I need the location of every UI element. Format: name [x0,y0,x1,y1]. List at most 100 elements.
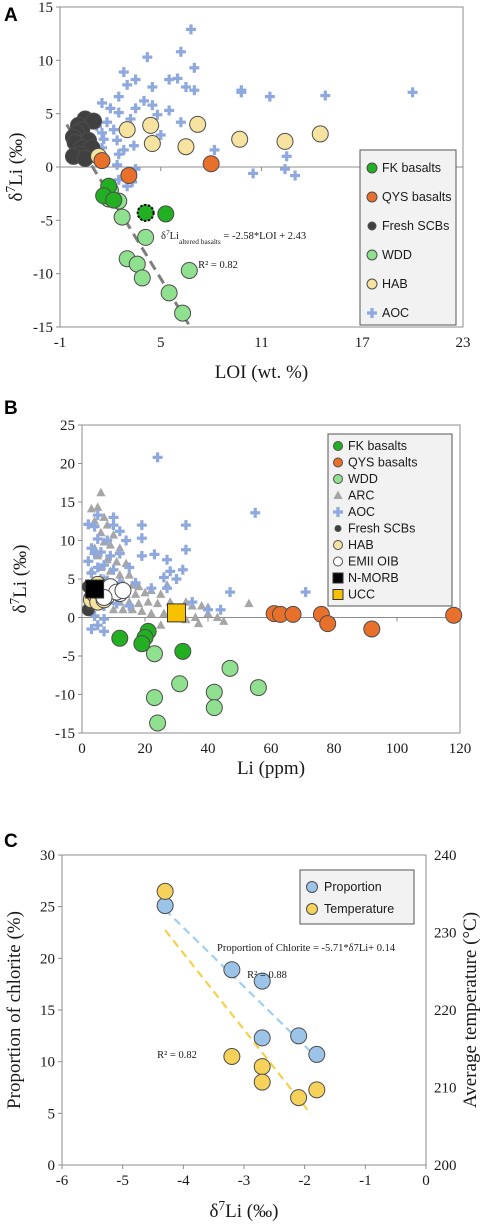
r2-a: R² = 0.82 [198,260,238,271]
aoc-point-h [130,167,141,171]
chart-panel-c: -6 -5 -4 -3 -2 -1 0 0 5 10 15 20 25 30 200 210 220 230 240… [4,848,481,1222]
aoc-point-h [96,101,107,105]
aoc-point-h [175,50,186,54]
arc-point [193,618,204,628]
aoc-point-h [162,586,173,590]
aoc-point-h [118,70,129,74]
x-tick-label: 23 [456,335,471,351]
qys-point [202,155,220,173]
x-tick-label: -1 [359,1173,372,1189]
legend-label-temperature: Temperature [324,902,394,916]
legend-label-fk: FK basalts [382,161,441,175]
qys-point [363,620,381,638]
legend-marker-wdd [333,474,343,484]
wdd-point [221,659,239,677]
aoc-point-h [209,148,220,152]
aoc-point-h [136,536,147,540]
y-tick-label: -10 [55,688,75,704]
temperature-fit-line [164,929,312,1115]
aoc-point-h [149,552,160,556]
y2-tick-label: 200 [434,1158,457,1174]
aoc-point-h [121,538,132,543]
aoc-point-h [248,171,259,175]
y-tick-label: -10 [33,267,53,283]
y-tick-label: 5 [48,1106,56,1122]
legend-marker-qys [333,457,343,468]
aoc-point-h [215,608,226,612]
wdd-point [137,228,155,246]
temperature-point [253,1073,271,1091]
y-tick-label: 15 [38,0,53,16]
wdd-point [160,284,178,302]
arc-point [197,600,207,610]
aoc-point-h [187,600,198,604]
qys-point [445,606,463,624]
aoc-point-h [92,513,103,517]
aoc-point-h [147,85,158,89]
aoc-point-h [171,577,182,581]
highlight-point [136,203,155,222]
y-axis-title-sup: 7 [3,186,18,193]
y2-tick-label: 210 [434,1081,457,1097]
equation-a: δ7Lialtered basalts = -2.58*LOI + 2.43 [161,228,306,246]
wdd-point [149,714,167,732]
legend-label-proportion: Proportion [324,880,382,894]
aoc-point-h [136,523,147,527]
temperature-point [253,1058,271,1076]
arc-point [115,570,125,579]
x-axis-title-part: Li (‰) [225,1201,278,1222]
aoc-point-h [83,522,94,526]
x-tick-label: 100 [386,741,409,757]
aoc-point-h [99,563,110,567]
aoc-point-h [203,608,213,612]
aoc-point-h [130,581,141,585]
y-axis-title-part: δ [10,604,31,613]
legend-label-qys: QYS basalts [348,456,417,470]
x-axis-title: LOI (wt. %) [215,362,308,383]
aoc-point-h [152,113,163,117]
y-tick-label: -15 [55,726,75,742]
legend-label-fresh: Fresh SCBs [382,219,449,233]
aoc-point-h [146,586,157,590]
arc-point [127,604,137,614]
proportion-point [223,961,241,979]
aoc-point-h [99,617,110,621]
legend-label-fresh: Fresh SCBs [348,522,415,536]
temperature-point [156,882,174,900]
aoc-point-h [112,138,123,142]
x-tick-label: 60 [264,741,279,757]
y-tick-label: 5 [46,107,54,123]
aoc-point-h [290,173,301,178]
hab-point [189,115,207,133]
legend-marker-hab [366,278,378,290]
y-tick-label: 10 [40,1055,55,1071]
aoc-point-h [92,623,103,627]
aoc-point-h [125,117,136,121]
aoc-point-h [189,66,200,70]
aoc-point-h [108,568,119,572]
aoc-point-h [113,95,124,99]
aoc-point-h [165,569,176,573]
legend-marker-ucc [332,589,344,600]
aoc-point-h [98,137,109,141]
y-axis-title: Proportion of chlorite (%) [4,911,25,1109]
aoc-point-h [114,551,125,556]
legend-label-arc: ARC [348,489,374,503]
proportion-point [253,1029,271,1047]
arc-point [137,606,147,615]
aoc-point-h [86,571,97,575]
proportion-point [290,1027,308,1045]
arc-point [156,589,166,598]
qys-point [319,615,337,633]
x-tick-label: 11 [254,335,268,351]
arc-point [244,598,254,608]
qys-point [284,605,302,623]
y-axis-title: δ7Li (‰) [7,545,32,614]
y-tick-label: -5 [63,649,76,665]
hab-point [311,125,329,143]
hab-point [276,132,294,150]
legend-label-aoc: AOC [382,306,409,320]
x-axis-title: δ7Li (‰) [210,1198,279,1223]
wdd-point [174,304,192,322]
